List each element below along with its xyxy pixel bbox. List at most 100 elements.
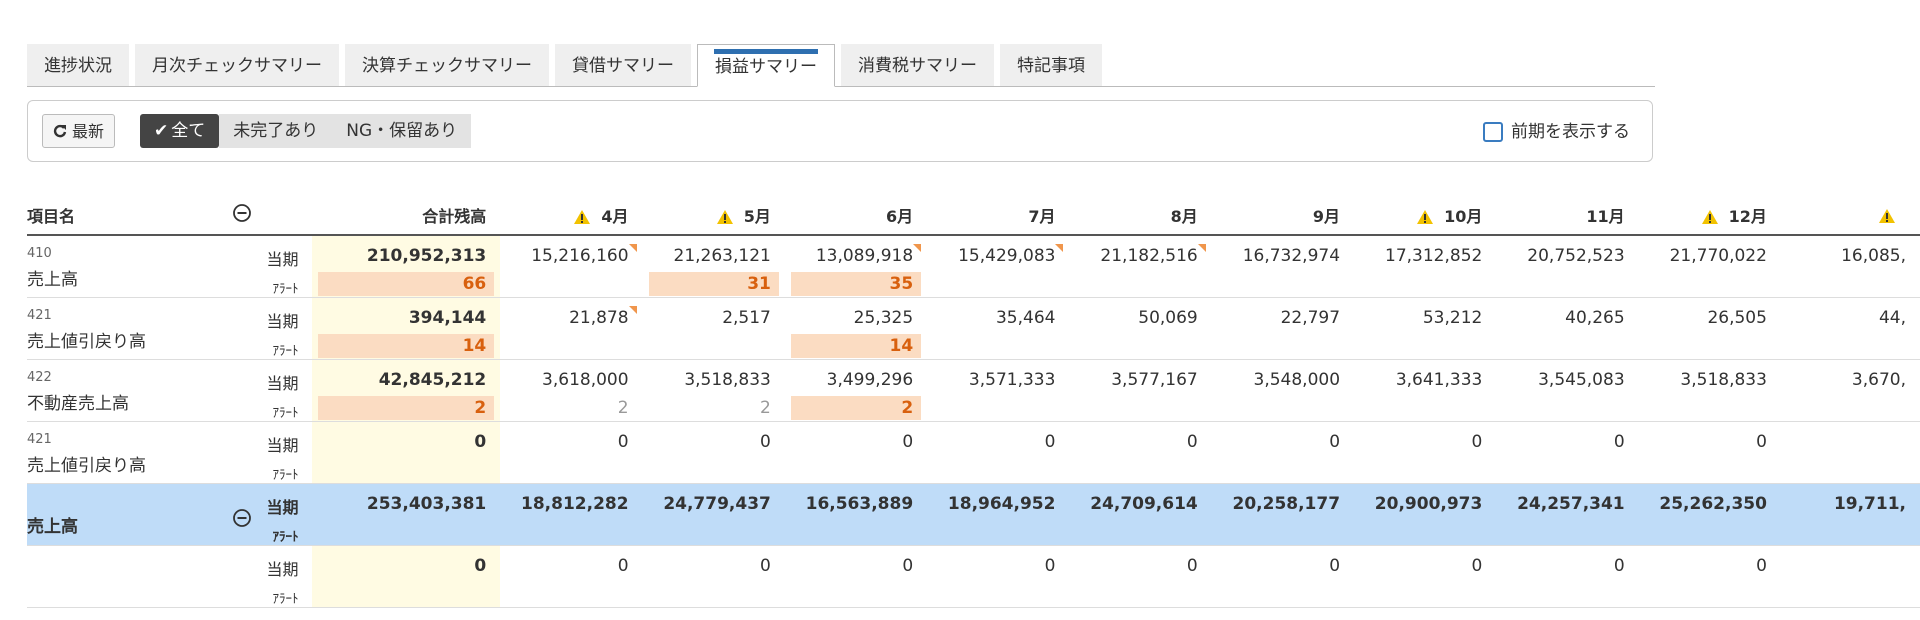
- column-label: 4月: [601, 207, 629, 226]
- value: 21,878: [569, 306, 638, 328]
- toggle: [232, 508, 252, 533]
- alert-count: 2: [760, 398, 771, 418]
- empty-cell: [1780, 421, 1920, 484]
- kind-cell: 当期 ｱﾗｰﾄ: [223, 421, 313, 484]
- value: 21,770,022: [1669, 246, 1767, 266]
- month-cell: 53,212: [1354, 297, 1497, 360]
- value: 3,499,296: [826, 370, 914, 390]
- toolbar: 最新 前期を表示する ✔ 全て 未完了あり NG・保留あり: [27, 100, 1653, 162]
- value: 210,952,313: [366, 246, 487, 266]
- header-row: 項目名 合計残高 4月 5月 6月 7月 8月 9月 10月 11月 12月: [27, 196, 1920, 236]
- column-label: 12月: [1728, 207, 1767, 226]
- alert-count: 14: [318, 334, 495, 358]
- current-label: 当期: [266, 374, 299, 393]
- month-cell: 24,257,341: [1496, 483, 1639, 546]
- alert-count: 2: [790, 396, 922, 420]
- tab[interactable]: 貸借サマリー: [555, 44, 691, 86]
- alert-label: ｱﾗｰﾄ: [272, 530, 299, 545]
- value: 3,545,083: [1538, 370, 1625, 390]
- current-label: 当期: [266, 498, 299, 517]
- summary-row: 売上高 当期 ｱﾗｰﾄ 253,403,381 18,812,282 24,779,437…: [27, 483, 1920, 546]
- month-cell: 21,182,516: [1069, 235, 1212, 298]
- item-name: 売上値引戻り高: [27, 332, 146, 352]
- value: 0: [1044, 556, 1056, 576]
- month-cell: 44,: [1780, 297, 1920, 360]
- filter-button[interactable]: 未完了あり: [219, 114, 333, 148]
- tab[interactable]: 損益サマリー: [697, 44, 835, 87]
- total-cell: 210,952,313 66: [312, 235, 501, 298]
- alert-label: ｱﾗｰﾄ: [272, 344, 299, 359]
- tab[interactable]: 月次チェックサマリー: [135, 44, 339, 86]
- refresh-button[interactable]: 最新: [42, 114, 116, 148]
- value: 3,577,167: [1111, 370, 1198, 390]
- month-cell: 16,563,889: [784, 483, 928, 546]
- month-cell: 0: [1496, 545, 1639, 608]
- month-cell: 24,779,437: [642, 483, 785, 546]
- tab[interactable]: 特記事項: [1000, 44, 1102, 86]
- value: 3,618,000: [542, 370, 629, 390]
- total-cell: 0: [312, 545, 501, 608]
- toggle-header: [223, 196, 313, 236]
- month-cell: 20,752,523: [1496, 235, 1639, 298]
- month-cell: 22,797: [1211, 297, 1355, 360]
- kind-cell: 当期 ｱﾗｰﾄ: [223, 483, 313, 546]
- filter-button[interactable]: ✔ 全て: [140, 114, 220, 148]
- month-cell: 0: [1638, 545, 1781, 608]
- month-cell: 0: [1211, 421, 1355, 484]
- filter-button[interactable]: NG・保留あり: [332, 114, 472, 148]
- collapse-icon[interactable]: [232, 508, 252, 528]
- column-header: 6月: [784, 196, 928, 236]
- tab[interactable]: 進捗状況: [27, 44, 129, 86]
- value: 0: [760, 432, 771, 452]
- name-header: 項目名: [27, 196, 224, 236]
- total-cell: 394,144 14: [312, 297, 501, 360]
- data-row: 421 売上値引戻り高 当期 ｱﾗｰﾄ 394,144 14 21,878 2,517 25,3…: [27, 297, 1920, 360]
- empty-cell: [1780, 545, 1920, 608]
- tab[interactable]: 決算チェックサマリー: [345, 44, 549, 86]
- value: 0: [1471, 556, 1483, 576]
- month-cell: 25,262,350: [1638, 483, 1781, 546]
- item-cell: 422 不動産売上高: [27, 359, 224, 422]
- value: 40,265: [1565, 308, 1625, 328]
- kind-cell: 当期 ｱﾗｰﾄ: [223, 235, 313, 298]
- value: 3,518,833: [1680, 370, 1767, 390]
- item-cell: 421 売上値引戻り高: [27, 421, 224, 484]
- month-cell: 0: [1069, 545, 1212, 608]
- value: 394,144: [408, 308, 487, 328]
- value: 0: [474, 556, 487, 576]
- month-cell: 3,618,000 2: [500, 359, 643, 422]
- value: 25,262,350: [1659, 494, 1767, 514]
- month-cell: 15,216,160: [500, 235, 643, 298]
- warning-icon: [716, 210, 733, 224]
- value: 21,182,516: [1100, 244, 1207, 266]
- month-cell: 3,545,083: [1496, 359, 1639, 422]
- value: 25,325: [853, 308, 914, 328]
- value: 18,964,952: [947, 494, 1056, 514]
- value: 0: [1756, 432, 1767, 452]
- month-cell: 0: [1638, 421, 1781, 484]
- value: 20,258,177: [1232, 494, 1341, 514]
- column-label: 5月: [743, 207, 771, 226]
- column-label: 8月: [1170, 207, 1198, 226]
- kind-cell: 当期 ｱﾗｰﾄ: [223, 359, 313, 422]
- month-cell: 2,517: [642, 297, 785, 360]
- value: 44,: [1878, 308, 1906, 328]
- month-cell: 0: [784, 545, 928, 608]
- column-header: [1780, 196, 1920, 236]
- collapse-icon[interactable]: [232, 203, 252, 223]
- warning-icon: [1879, 208, 1895, 223]
- value: 53,212: [1422, 308, 1483, 328]
- item-code: 421: [27, 308, 52, 323]
- total-cell: 253,403,381: [312, 483, 501, 546]
- alert-count: 2: [318, 396, 495, 420]
- month-cell: 21,263,121 31: [642, 235, 785, 298]
- data-row: 当期 ｱﾗｰﾄ 0 0 0 0 0 0 0 0 0 0: [27, 545, 1920, 608]
- value: 0: [1471, 432, 1483, 452]
- alert-label: ｱﾗｰﾄ: [272, 282, 299, 297]
- value: 0: [760, 556, 771, 576]
- tbody: 410 売上高 当期 ｱﾗｰﾄ 210,952,313 66 15,216,160 21,26…: [27, 235, 1920, 608]
- value: 0: [474, 432, 487, 452]
- value: 16,563,889: [805, 494, 914, 514]
- tab[interactable]: 消費税サマリー: [841, 44, 994, 86]
- prev-period-checkbox[interactable]: 前期を表示する: [1483, 115, 1630, 149]
